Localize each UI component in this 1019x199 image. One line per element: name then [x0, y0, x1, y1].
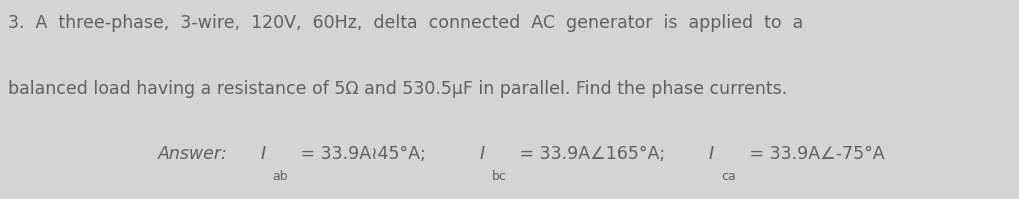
- Text: 3.  A  three-phase,  3-wire,  120V,  60Hz,  delta  connected  AC  generator  is : 3. A three-phase, 3-wire, 120V, 60Hz, de…: [8, 14, 803, 32]
- Text: bc: bc: [491, 170, 506, 183]
- Text: I: I: [479, 145, 484, 163]
- Text: ca: ca: [720, 170, 735, 183]
- Text: = 33.9A∠-75°A: = 33.9A∠-75°A: [743, 145, 883, 163]
- Text: Answer:: Answer:: [158, 145, 233, 163]
- Text: = 33.9A∠165°A;: = 33.9A∠165°A;: [514, 145, 664, 163]
- Text: ab: ab: [272, 170, 287, 183]
- Text: = 33.9A≀45°A;: = 33.9A≀45°A;: [294, 145, 425, 163]
- Text: I: I: [260, 145, 265, 163]
- Text: balanced load having a resistance of 5Ω and 530.5μF in parallel. Find the phase : balanced load having a resistance of 5Ω …: [8, 80, 787, 98]
- Text: I: I: [708, 145, 713, 163]
